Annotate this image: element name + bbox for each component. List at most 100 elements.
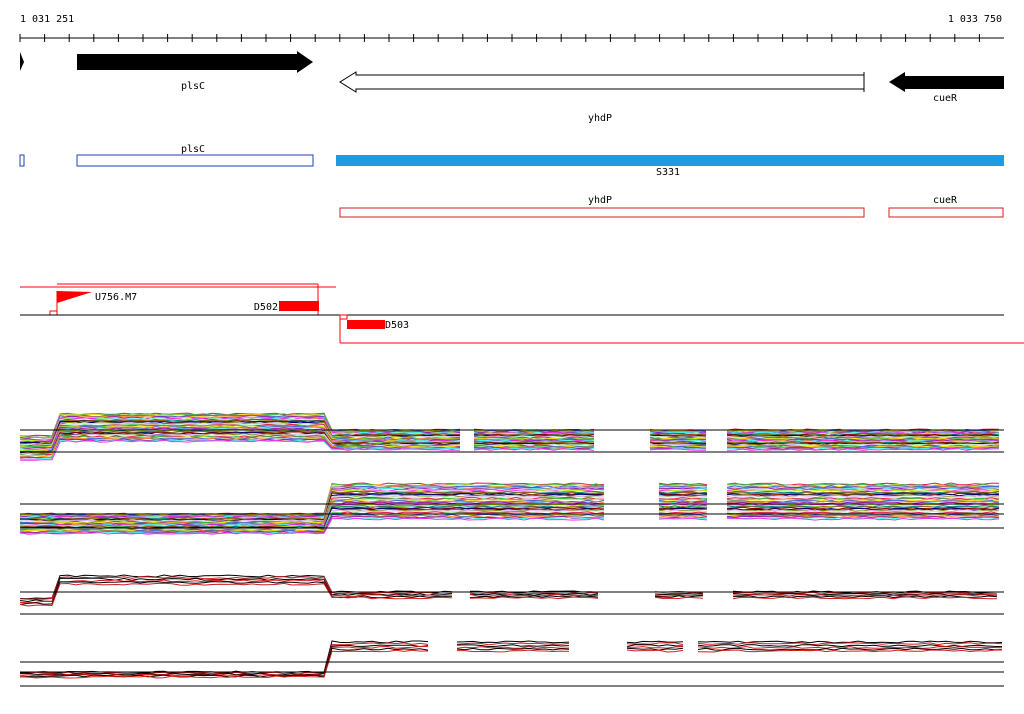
expression-profile-line	[726, 448, 1000, 451]
expression-profile-line	[726, 441, 1000, 445]
expression-profile-line	[732, 596, 997, 600]
ruler: 1 031 251 1 033 750	[19, 14, 1004, 42]
gene-track: plsC yhdP cueR	[20, 51, 1004, 124]
annotation-track: plsC S331 yhdP cueR	[19, 144, 1004, 218]
feature-bar-D502[interactable]	[279, 301, 319, 311]
expression-profile-line	[726, 517, 1000, 521]
upstream-gene-arrow[interactable]	[20, 52, 24, 71]
expression-profile-line	[727, 486, 1000, 489]
gene-arrow-plsC[interactable]	[77, 51, 313, 73]
gene-arrow-cueR[interactable]	[889, 72, 1004, 92]
expression-profile-line	[697, 649, 1003, 653]
expression-profile-line	[19, 506, 605, 530]
feature-bar-D503[interactable]	[347, 320, 385, 329]
expression-profile-line	[726, 498, 1000, 502]
expression-profile-line	[19, 517, 605, 535]
expression-profile-line	[19, 422, 461, 446]
expression-profile-line	[457, 649, 570, 653]
expression-profile-line	[627, 646, 684, 649]
expression-profile-line	[19, 434, 461, 456]
expression-profile-line	[726, 516, 1000, 520]
expression-profile-line	[726, 499, 1000, 503]
expression-profile-line	[658, 514, 708, 517]
ruler-ticks	[19, 34, 980, 42]
expression-profile-line	[649, 448, 707, 451]
expression-profile-line	[697, 647, 1003, 651]
annotation-box-cueR[interactable]	[888, 207, 1004, 218]
annotation-label-plsC: plsC	[181, 144, 205, 155]
expression-profile-line	[19, 644, 429, 676]
expression-profile-line	[726, 501, 1000, 505]
gene-arrow-yhdP[interactable]	[339, 71, 865, 93]
expression-profile-line	[658, 516, 708, 520]
expression-profile-line	[626, 642, 684, 646]
feature-track: U756.M7 D502 D503	[20, 283, 1024, 344]
expression-profile-line	[649, 442, 707, 446]
gene-label-plsC: plsC	[181, 81, 205, 92]
expression-profile-line	[19, 439, 460, 461]
expression-profile-line	[726, 507, 1000, 511]
expression-profile-line	[19, 436, 461, 458]
expression-profile-line	[726, 432, 1000, 436]
peak-flag-U756[interactable]	[57, 291, 92, 303]
expression-profile-line	[19, 577, 453, 603]
expression-profile-line	[19, 434, 461, 457]
expression-profile-line	[732, 595, 998, 599]
expression-profile-line	[726, 509, 1000, 513]
expression-profile-line	[654, 596, 704, 600]
expression-profile-line	[456, 644, 570, 648]
expression-profile-line	[469, 592, 599, 595]
expression-panels	[19, 412, 1004, 687]
expression-profile-line	[473, 444, 595, 447]
annotation-label-cueR: cueR	[933, 195, 958, 206]
expression-profile-line	[626, 649, 684, 653]
annotation-label-yhdP: yhdP	[588, 195, 612, 206]
peak-label: U756.M7	[95, 292, 137, 303]
expression-profile-line	[726, 514, 1000, 518]
expression-profile-line	[19, 579, 453, 604]
expression-profile-line	[456, 645, 570, 649]
expression-profile-line	[658, 515, 708, 518]
expression-profile-line	[19, 501, 605, 527]
annotation-box-small[interactable]	[19, 154, 25, 167]
expression-profile-line	[626, 644, 684, 647]
expression-profile-line	[732, 591, 998, 595]
expression-profile-line	[469, 596, 599, 600]
feature-label-D502: D502	[254, 302, 278, 313]
gene-label-cueR: cueR	[933, 93, 958, 104]
expression-profile-line	[473, 436, 595, 440]
expression-profile-line	[726, 443, 1000, 447]
expression-profile-line	[658, 504, 708, 508]
expression-profile-line	[654, 593, 704, 596]
expression-profile-line	[473, 448, 595, 451]
expression-profile-line	[473, 447, 595, 451]
expression-profile-line	[19, 484, 605, 517]
expression-profile-line	[658, 487, 708, 490]
annotation-box-plsC[interactable]	[76, 154, 314, 167]
expression-profile-line	[19, 649, 429, 679]
expression-profile-line	[19, 495, 605, 524]
expression-profile-line	[658, 482, 708, 486]
segment-label: S331	[656, 167, 680, 178]
expression-profile-line	[726, 436, 1000, 440]
expression-profile-line	[658, 508, 708, 512]
expression-profile-line	[658, 505, 708, 509]
expression-profile-line	[19, 419, 461, 444]
expression-profile-line	[456, 640, 570, 644]
expression-profile-line	[658, 507, 708, 510]
expression-profile-line	[19, 420, 461, 445]
expression-profile-line	[626, 640, 684, 644]
expression-profile-line	[20, 417, 461, 442]
ruler-end-label: 1 033 750	[948, 14, 1002, 25]
feature-label-D503: D503	[385, 320, 409, 331]
expression-profile-line	[19, 582, 453, 607]
expression-profile-line	[19, 574, 453, 600]
expression-profile-line	[697, 644, 1003, 648]
expression-panel-1	[19, 412, 1004, 461]
segment-bar-S331[interactable]	[336, 155, 1004, 166]
expression-profile-line	[19, 488, 605, 519]
expression-profile-line	[456, 642, 570, 646]
annotation-box-yhdP[interactable]	[339, 207, 865, 218]
expression-profile-line	[626, 647, 684, 651]
